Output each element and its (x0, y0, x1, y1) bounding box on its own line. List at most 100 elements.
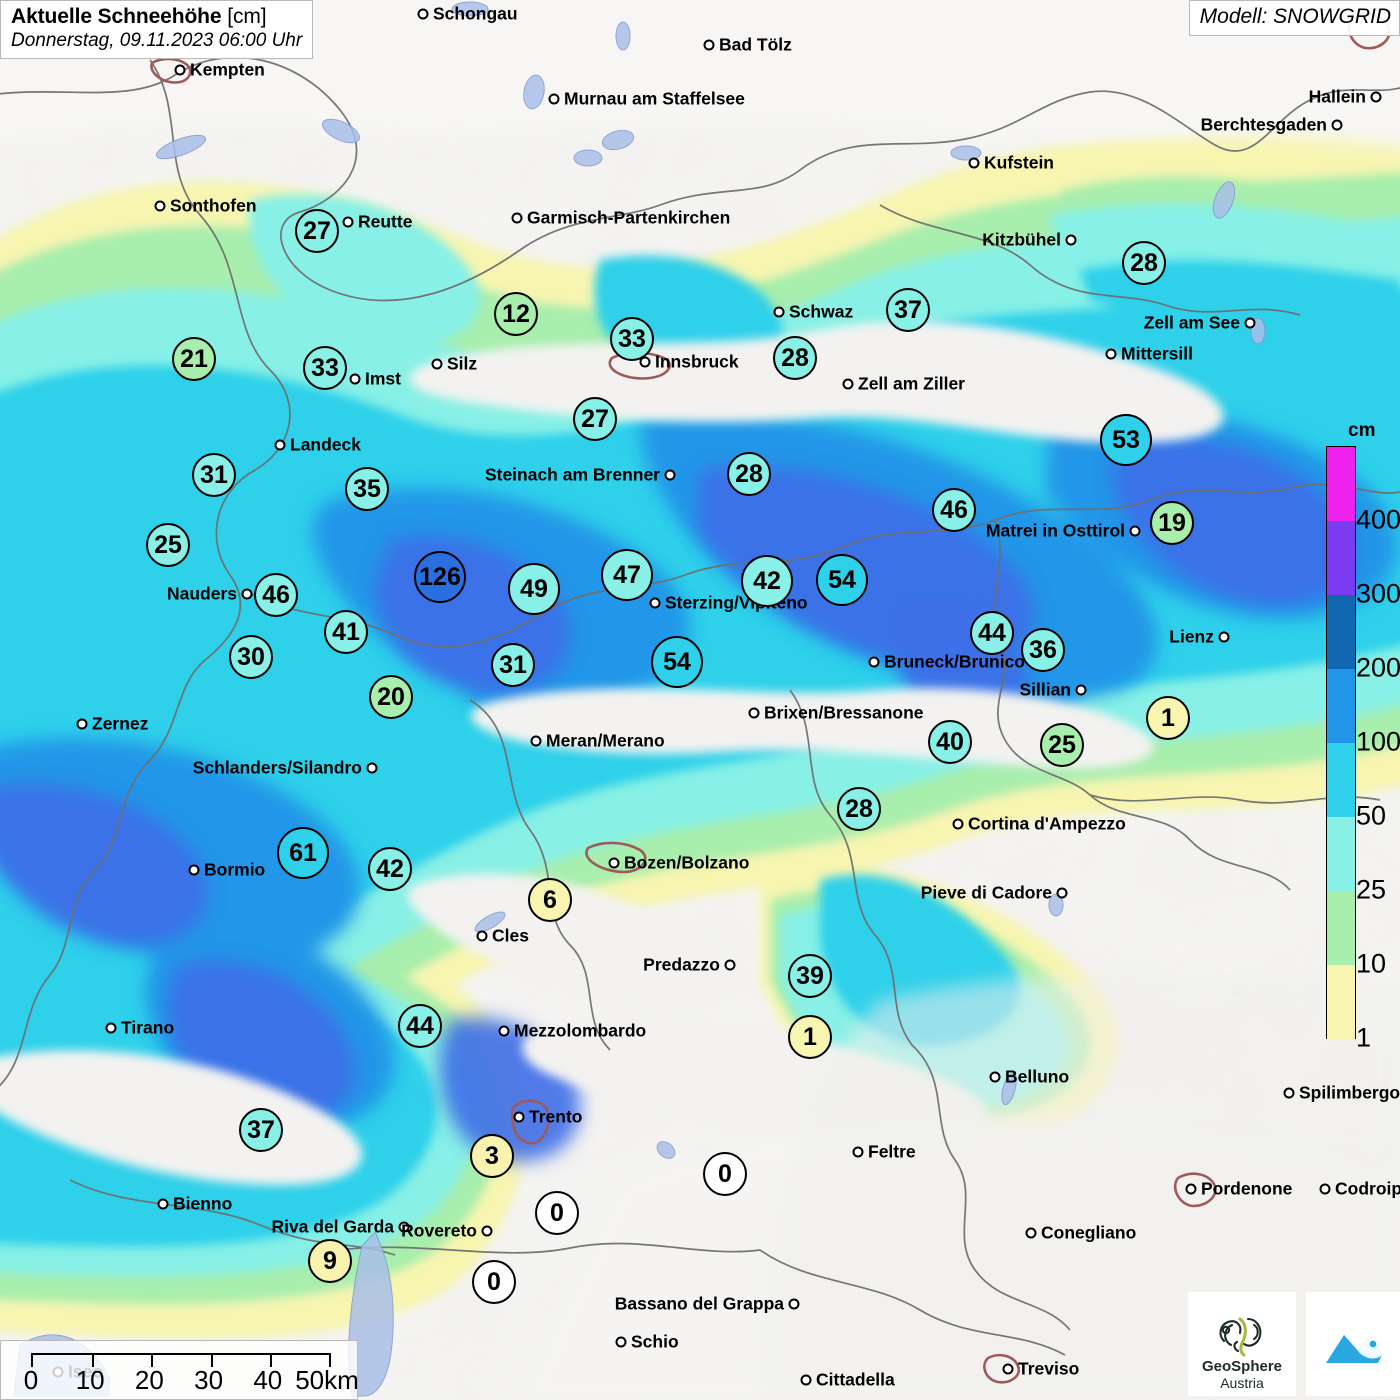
snow-depth-value-bubble[interactable]: 47 (601, 549, 653, 601)
legend-tick-300: 300 (1356, 578, 1400, 609)
snow-depth-value-bubble[interactable]: 42 (368, 847, 412, 891)
page-title: Aktuelle Schneehöhe [cm] (11, 5, 302, 29)
scale-bar-rule (31, 1353, 331, 1367)
snow-depth-value-bubble[interactable]: 0 (472, 1260, 516, 1304)
city-label: Nauders (166, 583, 237, 604)
city-dot-icon (842, 378, 854, 390)
legend-tick-400: 400 (1356, 504, 1400, 535)
snow-depth-value-bubble[interactable]: 30 (229, 635, 273, 679)
snow-depth-value-bubble[interactable]: 0 (535, 1191, 579, 1235)
city-dot-icon (76, 718, 88, 730)
city-label: Schongau (433, 3, 518, 24)
city-dot-icon (1002, 1363, 1014, 1375)
snow-depth-value-bubble[interactable]: 25 (1040, 723, 1084, 767)
snow-depth-value-bubble[interactable]: 28 (773, 336, 817, 380)
snow-depth-value-bubble[interactable]: 39 (788, 954, 832, 998)
color-legend: cm 400 300 200 100 50 25 10 1 (1326, 420, 1400, 1051)
scale-label-1: 10 (75, 1365, 105, 1395)
snow-depth-value-bubble[interactable]: 1 (1146, 696, 1190, 740)
snow-depth-value-bubble[interactable]: 27 (573, 397, 617, 441)
snow-depth-value-bubble[interactable]: 42 (741, 555, 793, 607)
snow-depth-value-bubble[interactable]: 28 (1122, 241, 1166, 285)
snow-depth-value-bubble[interactable]: 46 (254, 573, 298, 617)
city-dot-icon (481, 1225, 493, 1237)
snow-depth-value-bubble[interactable]: 46 (932, 488, 976, 532)
snow-depth-value-bubble[interactable]: 49 (508, 563, 560, 615)
geosphere-mark-icon (1219, 1317, 1262, 1357)
snow-depth-value-bubble[interactable]: 28 (727, 452, 771, 496)
snow-depth-value-bubble[interactable]: 27 (295, 209, 339, 253)
city-label: Cortina d'Ampezzo (968, 813, 1126, 834)
snow-depth-value-bubble[interactable]: 54 (651, 636, 703, 688)
city-dot-icon (1025, 1227, 1037, 1239)
scale-tick-3 (210, 1355, 213, 1367)
city-dot-icon (649, 597, 661, 609)
legend-band-200 (1326, 595, 1356, 669)
city-label: Sillian (1019, 679, 1071, 700)
city-dot-icon (431, 358, 443, 370)
city-label: Matrei in Osttirol (985, 520, 1125, 541)
city-label: Sonthofen (170, 195, 257, 216)
snow-depth-value-bubble[interactable]: 40 (928, 720, 972, 764)
snow-depth-value-bubble[interactable]: 41 (324, 610, 368, 654)
snow-depth-value-bubble[interactable]: 9 (308, 1239, 352, 1283)
city-dot-icon (513, 1111, 525, 1123)
city-label: Pordenone (1201, 1178, 1293, 1199)
city-label: Silz (447, 353, 478, 374)
city-label: Innsbruck (655, 351, 739, 372)
snow-depth-value-bubble[interactable]: 53 (1100, 414, 1152, 466)
model-label: Modell: SNOWGRID (1199, 5, 1391, 28)
city-dot-icon (366, 762, 378, 774)
city-dot-icon (174, 64, 186, 76)
city-dot-icon (1370, 91, 1382, 103)
city-label: Kufstein (984, 152, 1054, 173)
city-dot-icon (868, 656, 880, 668)
city-label: Bad Tölz (719, 34, 792, 55)
title-box: Aktuelle Schneehöhe [cm] Donnerstag, 09.… (0, 0, 314, 59)
snow-depth-value-bubble[interactable]: 37 (886, 288, 930, 332)
scale-tick-1 (92, 1355, 95, 1367)
city-label: Cittadella (816, 1369, 895, 1390)
snow-depth-value-bubble[interactable]: 36 (1021, 628, 1065, 672)
legend-tick-10: 10 (1356, 948, 1387, 979)
snow-depth-value-bubble[interactable]: 35 (345, 467, 389, 511)
snow-depth-value-bubble[interactable]: 3 (470, 1134, 514, 1178)
snow-depth-value-bubble[interactable]: 28 (837, 787, 881, 831)
city-label: Bassano del Grappa (614, 1293, 784, 1314)
snow-depth-value-bubble[interactable]: 31 (491, 643, 535, 687)
snow-depth-value-bubble[interactable]: 61 (277, 827, 329, 879)
title-unit-text: [cm] (227, 5, 267, 28)
legend-band-25 (1326, 817, 1356, 891)
snow-depth-value-bubble[interactable]: 54 (816, 554, 868, 606)
city-dot-icon (1075, 684, 1087, 696)
snow-depth-value-bubble[interactable]: 21 (172, 337, 216, 381)
snow-depth-value-bubble[interactable]: 126 (414, 551, 466, 603)
snow-depth-value-bubble[interactable]: 20 (369, 675, 413, 719)
snow-depth-value-bubble[interactable]: 12 (494, 292, 538, 336)
city-label: Bienno (173, 1193, 233, 1214)
city-dot-icon (664, 469, 676, 481)
city-dot-icon (1331, 119, 1343, 131)
snow-depth-value-bubble[interactable]: 6 (528, 878, 572, 922)
city-label: Cles (492, 925, 529, 946)
city-dot-icon (417, 8, 429, 20)
snow-depth-value-bubble[interactable]: 44 (398, 1004, 442, 1048)
city-label: Riva del Garda (271, 1216, 394, 1237)
snow-depth-value-bubble[interactable]: 19 (1150, 501, 1194, 545)
snow-depth-value-bubble[interactable]: 37 (239, 1108, 283, 1152)
scale-tick-4 (269, 1355, 272, 1367)
snow-depth-value-bubble[interactable]: 31 (192, 453, 236, 497)
snow-depth-value-bubble[interactable]: 25 (146, 523, 190, 567)
city-dot-icon (615, 1336, 627, 1348)
snow-depth-value-bubble[interactable]: 0 (703, 1152, 747, 1196)
city-label: Feltre (868, 1141, 916, 1162)
city-dot-icon (530, 735, 542, 747)
snow-depth-value-bubble[interactable]: 33 (303, 346, 347, 390)
snow-depth-value-bubble[interactable]: 44 (970, 611, 1014, 655)
city-dot-icon (703, 39, 715, 51)
snow-depth-value-bubble[interactable]: 1 (788, 1015, 832, 1059)
city-label: Zell am Ziller (858, 373, 965, 394)
scale-bar: 0 10 20 30 40 50km (0, 1340, 359, 1400)
snow-depth-value-bubble[interactable]: 33 (610, 317, 654, 361)
city-label: Conegliano (1041, 1222, 1137, 1243)
